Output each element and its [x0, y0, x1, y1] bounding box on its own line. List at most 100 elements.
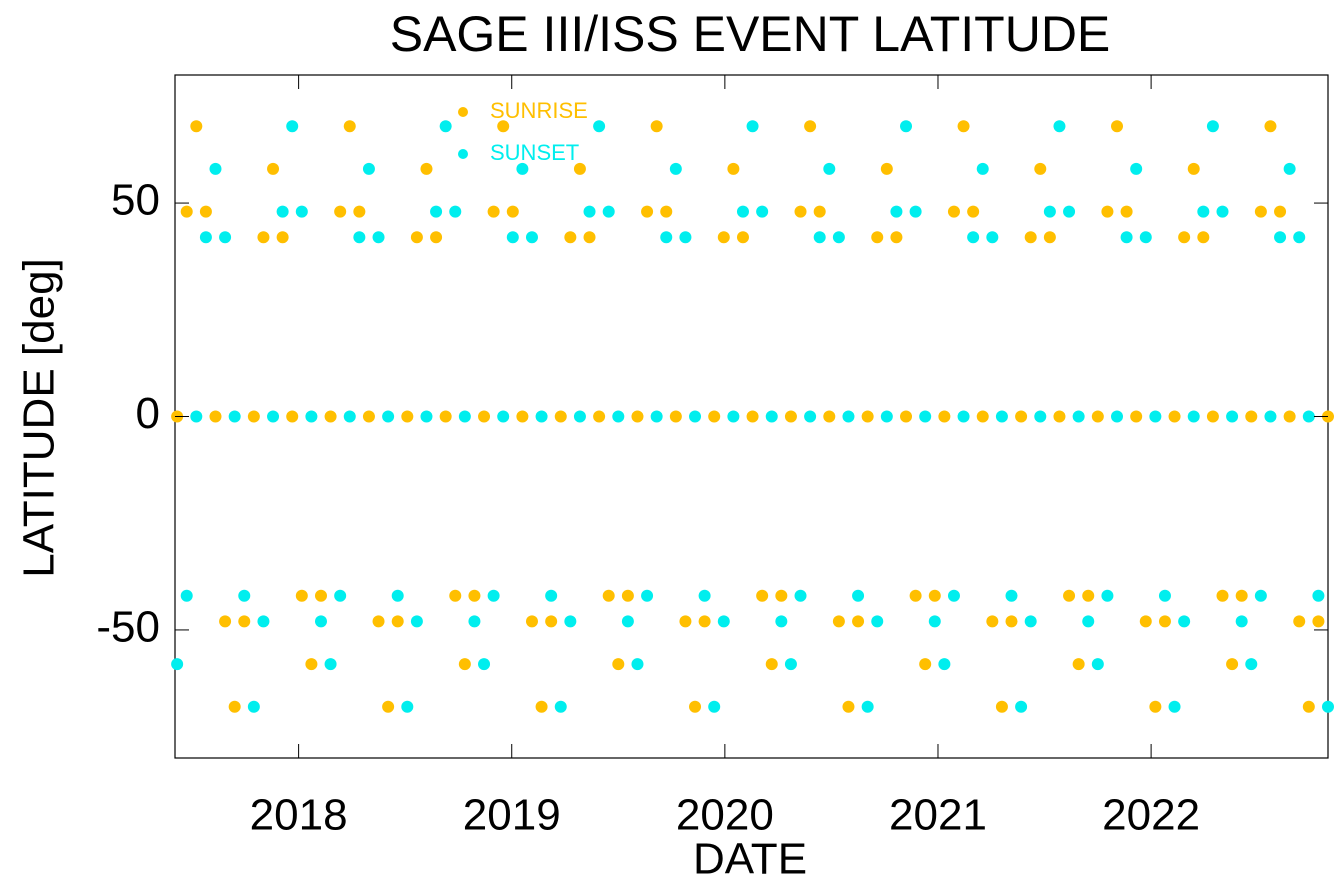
point — [1005, 589, 1018, 602]
point — [1091, 658, 1104, 671]
point — [1015, 700, 1028, 713]
point — [794, 205, 807, 218]
point — [1015, 410, 1028, 423]
point — [880, 410, 893, 423]
point — [746, 410, 759, 423]
point — [525, 615, 538, 628]
point — [986, 231, 999, 244]
point — [420, 410, 433, 423]
x-tick-label: 2019 — [463, 791, 561, 840]
point — [1178, 231, 1191, 244]
point — [506, 205, 519, 218]
point — [573, 162, 586, 175]
point — [1206, 410, 1219, 423]
point — [324, 658, 337, 671]
point — [295, 589, 308, 602]
point — [1072, 410, 1085, 423]
point — [775, 615, 788, 628]
point — [689, 410, 702, 423]
point — [823, 410, 836, 423]
point — [564, 615, 577, 628]
point — [382, 700, 395, 713]
point — [583, 205, 596, 218]
point — [314, 589, 327, 602]
point — [564, 231, 577, 244]
point — [391, 615, 404, 628]
point — [631, 410, 644, 423]
point — [228, 700, 241, 713]
point — [545, 589, 558, 602]
point — [832, 231, 845, 244]
point — [506, 231, 519, 244]
point — [919, 658, 932, 671]
point — [784, 658, 797, 671]
y-tick-label: 50 — [111, 176, 160, 225]
point — [247, 410, 260, 423]
point — [756, 205, 769, 218]
point — [401, 410, 414, 423]
point — [583, 231, 596, 244]
point — [247, 700, 260, 713]
point — [717, 615, 730, 628]
point — [535, 700, 548, 713]
point — [957, 120, 970, 133]
point — [305, 410, 318, 423]
point — [267, 162, 280, 175]
point — [410, 231, 423, 244]
point — [593, 410, 606, 423]
point — [900, 120, 913, 133]
point — [1063, 589, 1076, 602]
point — [995, 410, 1008, 423]
point — [554, 700, 567, 713]
point — [276, 205, 289, 218]
point — [1130, 162, 1143, 175]
point — [535, 410, 548, 423]
point — [468, 615, 481, 628]
point — [832, 615, 845, 628]
point — [736, 205, 749, 218]
point — [1235, 589, 1248, 602]
point — [295, 205, 308, 218]
point — [1274, 205, 1287, 218]
point — [784, 410, 797, 423]
point — [1264, 120, 1277, 133]
point — [602, 205, 615, 218]
point — [669, 410, 682, 423]
point — [1149, 410, 1162, 423]
point — [717, 231, 730, 244]
point — [804, 120, 817, 133]
point — [1024, 615, 1037, 628]
point — [736, 231, 749, 244]
point — [391, 589, 404, 602]
point — [765, 658, 778, 671]
point — [1139, 615, 1152, 628]
point — [478, 658, 491, 671]
point — [1168, 700, 1181, 713]
point — [1235, 615, 1248, 628]
point — [171, 658, 184, 671]
point — [1254, 205, 1267, 218]
point — [1101, 589, 1114, 602]
point — [1302, 700, 1315, 713]
point — [516, 410, 529, 423]
point — [1072, 658, 1085, 671]
x-tick-label: 2021 — [889, 791, 987, 840]
point — [439, 120, 452, 133]
point — [698, 615, 711, 628]
point — [621, 615, 634, 628]
point — [823, 162, 836, 175]
point — [372, 615, 385, 628]
point — [228, 410, 241, 423]
point — [928, 615, 941, 628]
point — [861, 700, 874, 713]
point — [554, 410, 567, 423]
point — [1216, 589, 1229, 602]
point — [698, 589, 711, 602]
point — [1283, 410, 1296, 423]
point — [487, 589, 500, 602]
point — [353, 231, 366, 244]
point — [871, 231, 884, 244]
point — [1005, 615, 1018, 628]
point — [602, 589, 615, 602]
